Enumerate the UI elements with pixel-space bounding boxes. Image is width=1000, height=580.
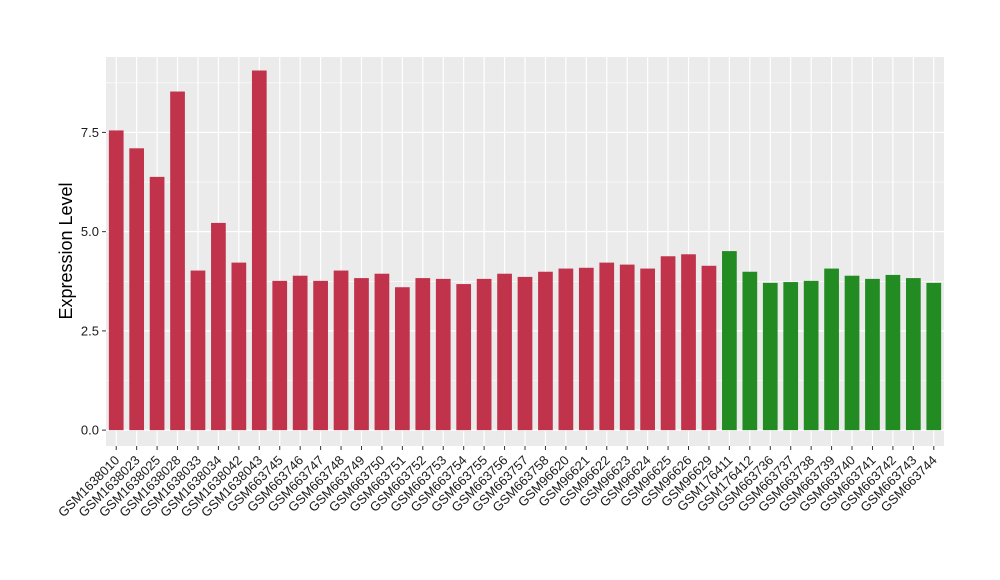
bar-GSM96623 (619, 264, 635, 431)
bar-GSM1638010 (108, 130, 124, 431)
bar-GSM663736 (762, 282, 778, 431)
bar-GSM176412 (742, 271, 758, 431)
bar-GSM1638023 (129, 148, 145, 431)
y-tick-label: 7.5 (81, 125, 99, 140)
bar-GSM663740 (844, 275, 860, 431)
bar-GSM1638028 (170, 91, 185, 431)
bar-GSM96621 (578, 267, 594, 431)
bar-GSM663743 (905, 278, 921, 431)
bar-GSM96620 (558, 268, 574, 431)
bar-GSM663749 (354, 278, 369, 431)
bar-GSM663744 (926, 282, 942, 431)
bar-GSM663758 (538, 271, 553, 431)
bar-GSM1638042 (231, 262, 247, 431)
bar-GSM663754 (456, 284, 472, 431)
y-tick-label: 0.0 (81, 423, 99, 438)
bar-GSM663746 (292, 275, 308, 431)
bar-GSM663737 (783, 282, 799, 431)
bars (108, 70, 942, 431)
bar-GSM663747 (313, 280, 328, 431)
bar-GSM663745 (272, 280, 288, 431)
bar-GSM1638043 (251, 70, 267, 431)
bar-GSM663748 (333, 270, 349, 431)
bar-GSM663742 (885, 274, 901, 431)
bar-GSM176411 (722, 251, 737, 431)
bar-GSM663752 (415, 278, 431, 431)
bar-GSM1638034 (211, 222, 226, 431)
y-tick-label: 5.0 (81, 224, 99, 239)
bar-GSM96624 (640, 268, 655, 431)
bar-GSM663741 (865, 278, 880, 431)
bar-GSM1638025 (149, 176, 165, 431)
bar-GSM663757 (517, 276, 533, 431)
x-axis: GSM1638010GSM1638023GSM1638025GSM1638028… (55, 446, 940, 520)
bar-GSM96625 (660, 256, 676, 431)
bar-GSM96622 (599, 262, 615, 431)
bar-GSM663739 (824, 268, 839, 431)
bar-GSM96626 (681, 254, 696, 431)
bar-GSM96629 (701, 265, 717, 431)
y-tick-label: 2.5 (81, 323, 99, 338)
bar-GSM663738 (803, 280, 819, 431)
bar-GSM663753 (435, 278, 451, 431)
bar-GSM663756 (497, 273, 512, 431)
y-axis-title: Expression Level (56, 182, 76, 319)
bar-GSM663755 (476, 278, 492, 431)
bar-GSM663751 (395, 287, 410, 431)
bar-GSM663750 (374, 273, 390, 431)
bar-GSM1638033 (190, 270, 206, 431)
y-axis: 0.0 2.5 5.0 7.5 (81, 125, 106, 438)
